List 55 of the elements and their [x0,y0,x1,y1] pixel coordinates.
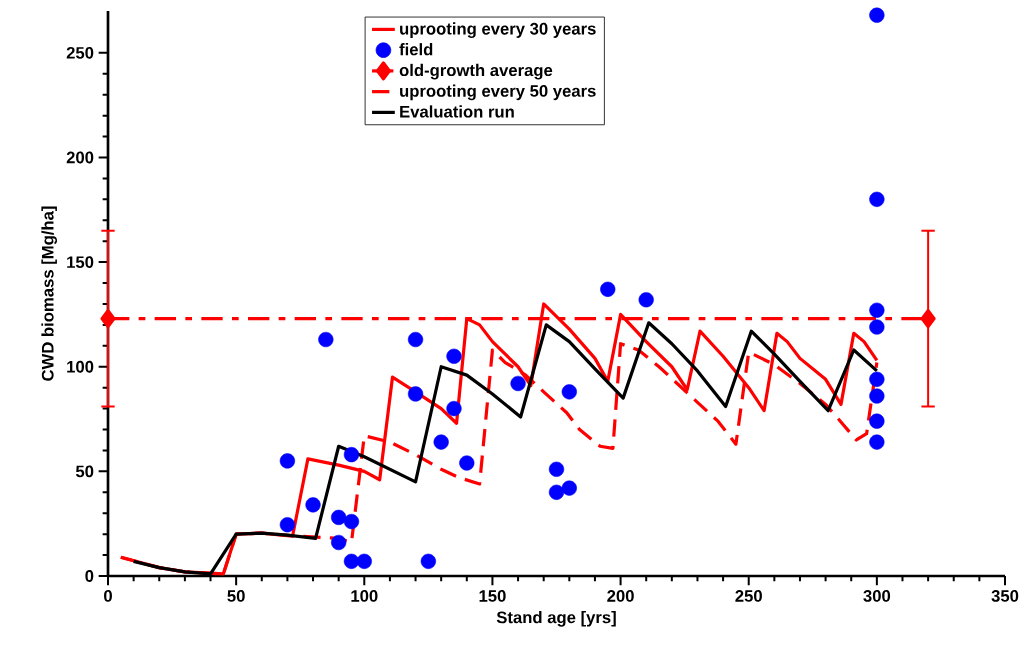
x-tick-label: 300 [863,590,891,602]
point [561,480,577,496]
point [869,413,885,429]
x-tick-label: 200 [607,590,634,602]
x-tick-label: 350 [991,590,1019,602]
point [331,534,347,551]
point [869,434,885,450]
y-axis-title: CWD biomass [Mg/ha] [41,206,57,381]
legend-label: uprooting every 50 years [400,84,596,101]
point [331,509,347,526]
point [548,461,565,477]
y-tick-label: 200 [66,151,94,164]
point [869,7,885,23]
x-tick-label: 100 [351,590,378,602]
legend-label: old-growth average [399,63,553,80]
point [407,331,424,348]
point [343,447,360,463]
point [548,484,565,500]
point [100,309,116,329]
point [305,497,321,513]
x-tick-label: 0 [104,590,112,602]
point [459,455,475,471]
point [446,400,462,417]
y-tick-label: 250 [66,46,94,59]
x-axis-title: Stand age [yrs] [496,611,616,627]
point [561,384,577,400]
point [869,388,885,404]
point [869,371,885,387]
point [510,375,526,392]
point [433,434,449,450]
point [279,517,296,533]
point [318,331,334,348]
point [356,553,372,569]
point [869,302,885,318]
point [420,553,436,569]
point [279,453,296,469]
point [638,292,654,308]
point [446,348,462,364]
y-tick-label: 50 [75,465,94,478]
point [600,281,616,297]
legend-label: uprooting every 30 years [400,22,596,38]
point [869,319,885,335]
legend-label: Evaluation run [400,105,514,118]
y-tick-label: 0 [85,570,94,582]
point [343,513,360,530]
x-tick-label: 150 [479,590,506,602]
point [343,553,360,569]
y-tick-label: 100 [67,360,94,373]
point [407,386,424,402]
x-tick-label: 250 [735,590,762,602]
point [920,309,936,329]
x-tick-label: 50 [227,590,245,602]
y-tick-label: 150 [67,256,94,269]
legend-label: field [399,43,433,56]
point [869,191,885,207]
